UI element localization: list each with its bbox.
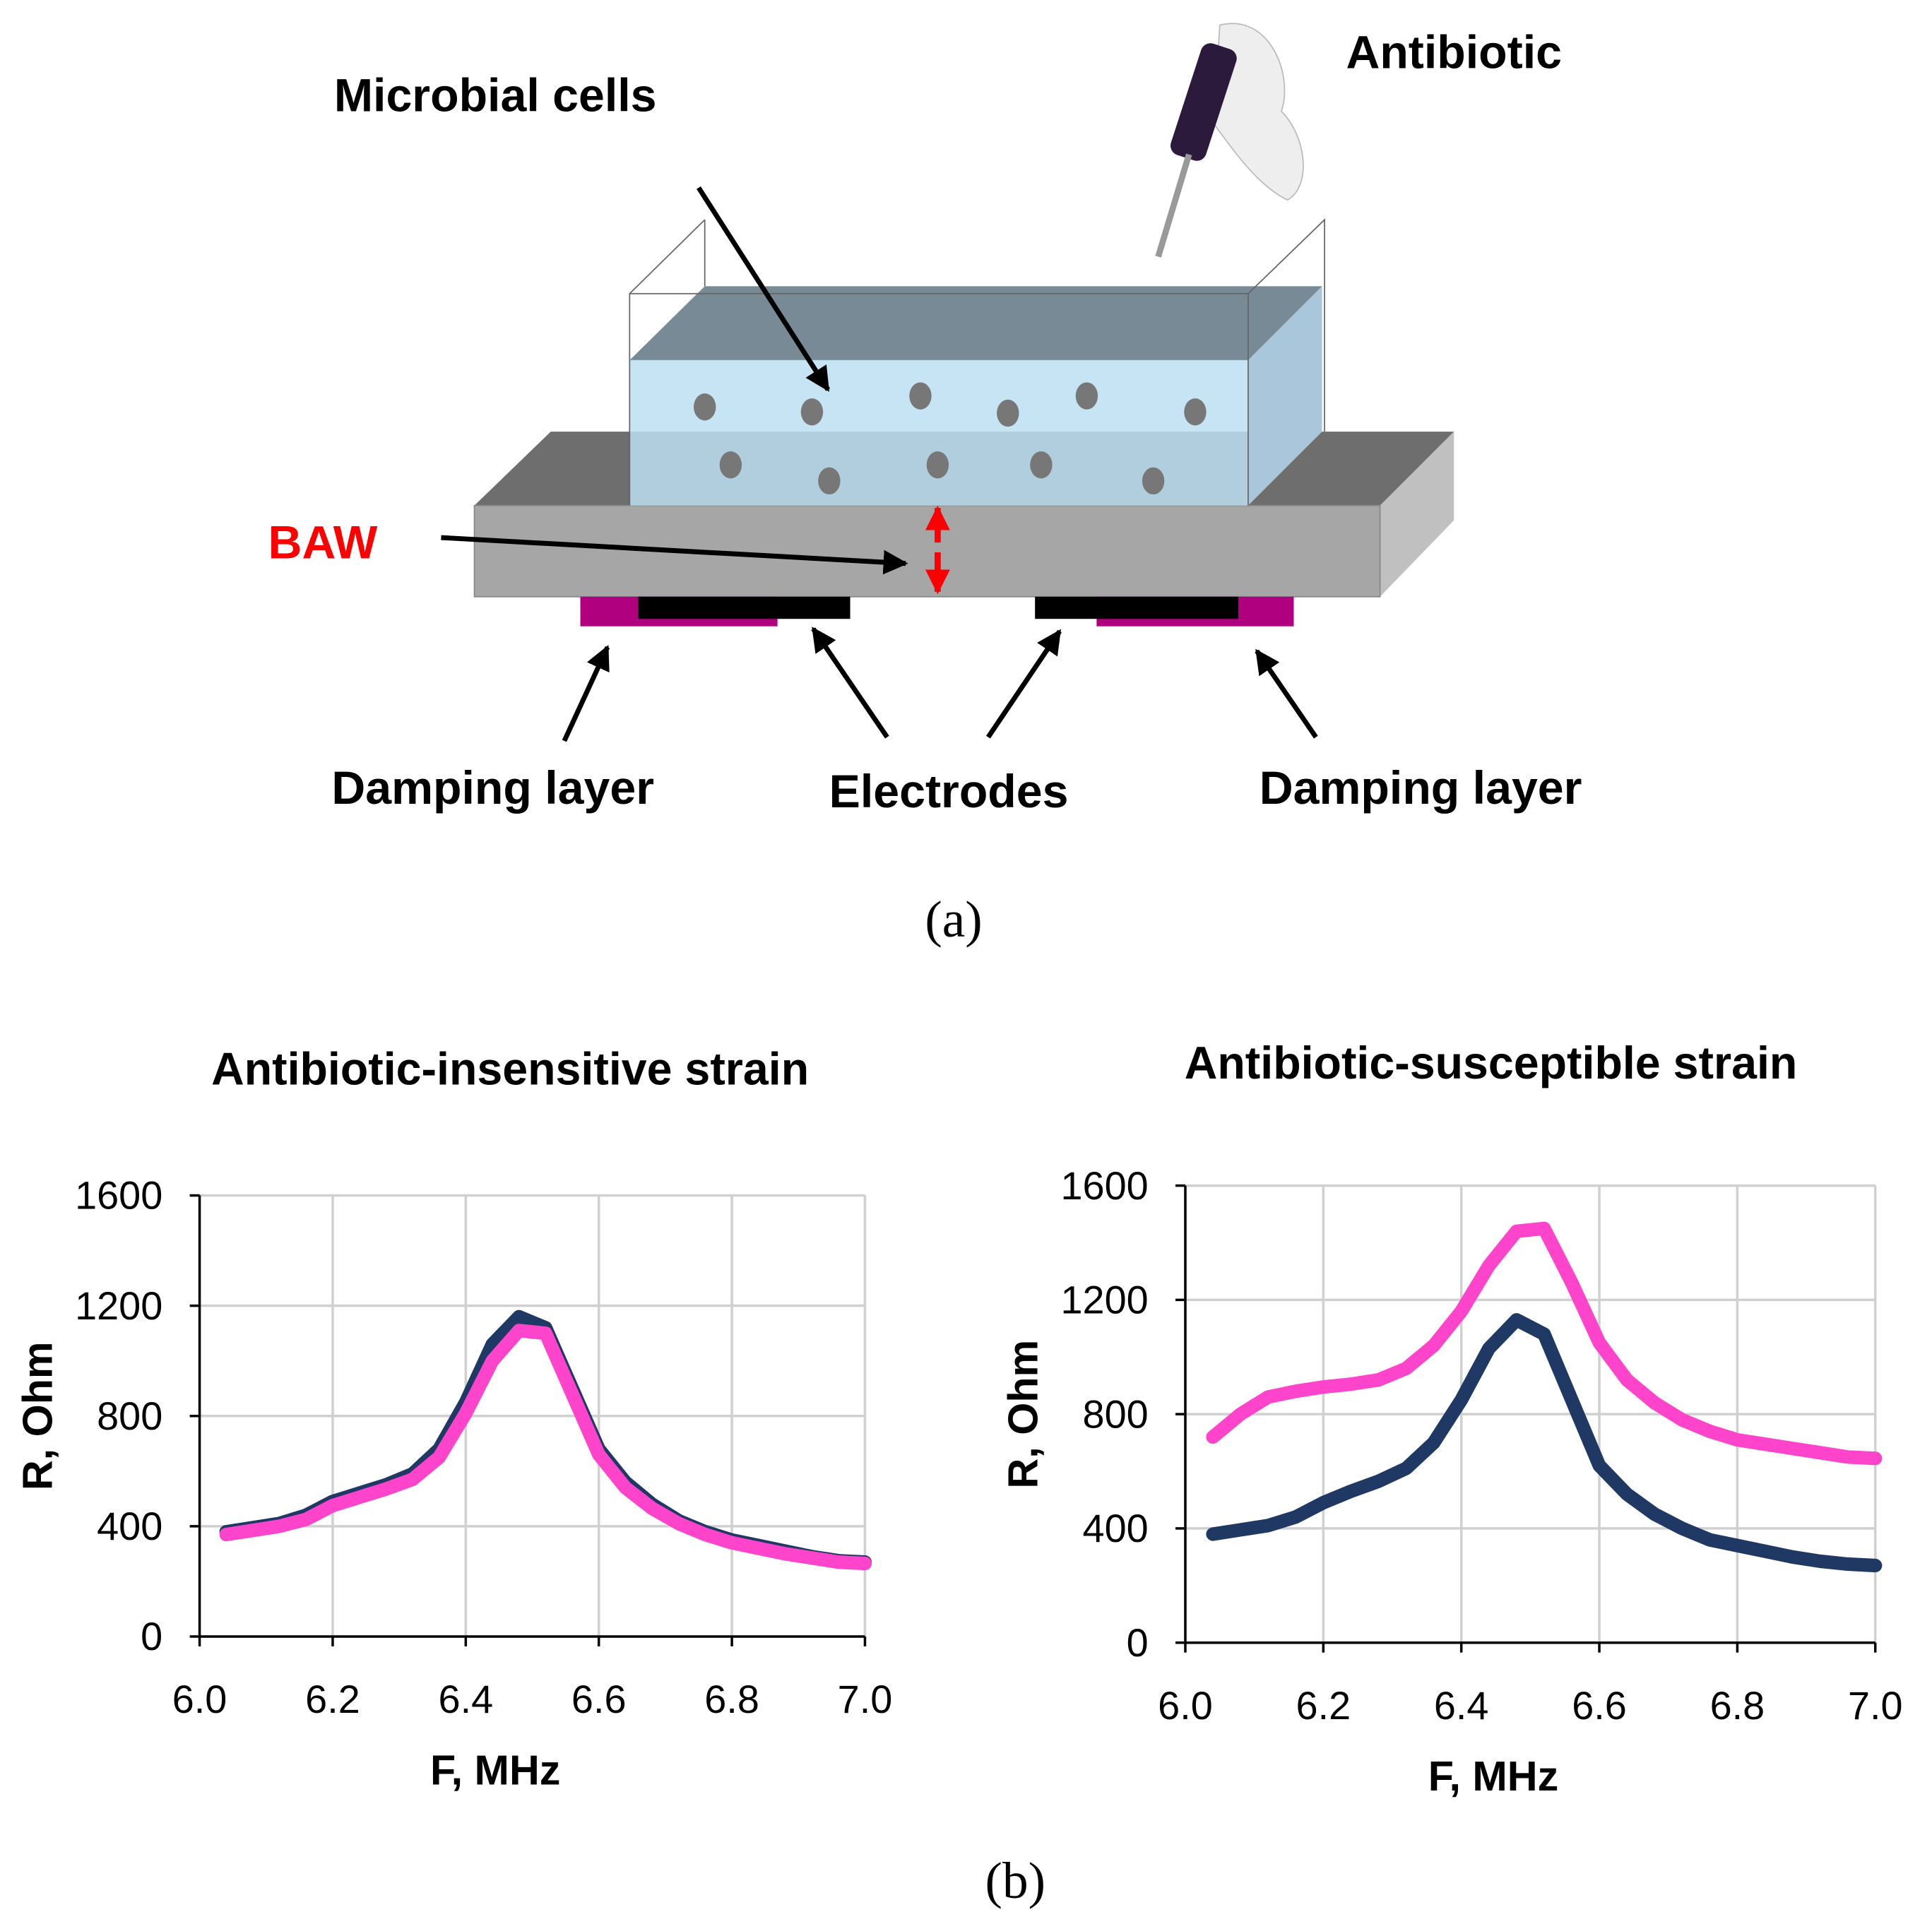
data-line (219, 1324, 872, 1571)
y-tick-label: 1200 (75, 1283, 162, 1328)
chart-title: Antibiotic-insensitive strain (211, 1044, 809, 1095)
y-tick-label: 0 (141, 1614, 162, 1658)
label: Damping layer (331, 762, 654, 814)
x-tick-label: 6.6 (571, 1677, 627, 1721)
panel-label: (a) (925, 891, 982, 948)
x-axis-label: F, MHz (430, 1746, 560, 1793)
x-axis-label: F, MHz (1428, 1752, 1558, 1800)
x-tick-label: 6.0 (172, 1677, 227, 1721)
x-tick-label: 6.0 (1158, 1683, 1213, 1728)
y-tick-label: 1600 (1061, 1163, 1149, 1208)
x-tick-label: 6.8 (704, 1677, 759, 1721)
y-axis-label: R, Ohm (13, 1341, 61, 1490)
y-tick-label: 1600 (75, 1173, 162, 1218)
panel-label: (b) (985, 1852, 1045, 1909)
x-tick-label: 6.4 (1434, 1683, 1489, 1728)
x-tick-label: 7.0 (838, 1677, 893, 1721)
y-tick-label: 400 (1083, 1506, 1149, 1550)
label: Antibiotic (1346, 27, 1562, 79)
x-tick-label: 6.2 (305, 1677, 360, 1721)
data-line (1206, 1221, 1883, 1466)
chart-title: Antibiotic-susceptible strain (1185, 1038, 1798, 1088)
pipette-hand (1155, 23, 1304, 258)
sensor-diagram: Microbial cells Antibiotic BAW Damping l… (268, 23, 1582, 818)
x-tick-label: 7.0 (1848, 1683, 1903, 1728)
x-tick-label: 6.2 (1296, 1683, 1351, 1728)
label: Microbial cells (334, 70, 657, 122)
data-line (1206, 1313, 1883, 1573)
label: Electrodes (829, 766, 1069, 818)
x-tick-label: 6.6 (1572, 1683, 1627, 1728)
y-tick-label: 800 (97, 1394, 162, 1438)
y-tick-label: 1200 (1061, 1278, 1149, 1322)
y-tick-label: 400 (97, 1504, 162, 1548)
label: Damping layer (1260, 762, 1582, 814)
y-tick-label: 800 (1083, 1391, 1149, 1436)
y-tick-label: 0 (1127, 1620, 1149, 1665)
x-tick-label: 6.4 (439, 1677, 494, 1721)
x-tick-label: 6.8 (1710, 1683, 1765, 1728)
label: BAW (268, 517, 378, 569)
y-axis-label: R, Ohm (1000, 1340, 1047, 1489)
